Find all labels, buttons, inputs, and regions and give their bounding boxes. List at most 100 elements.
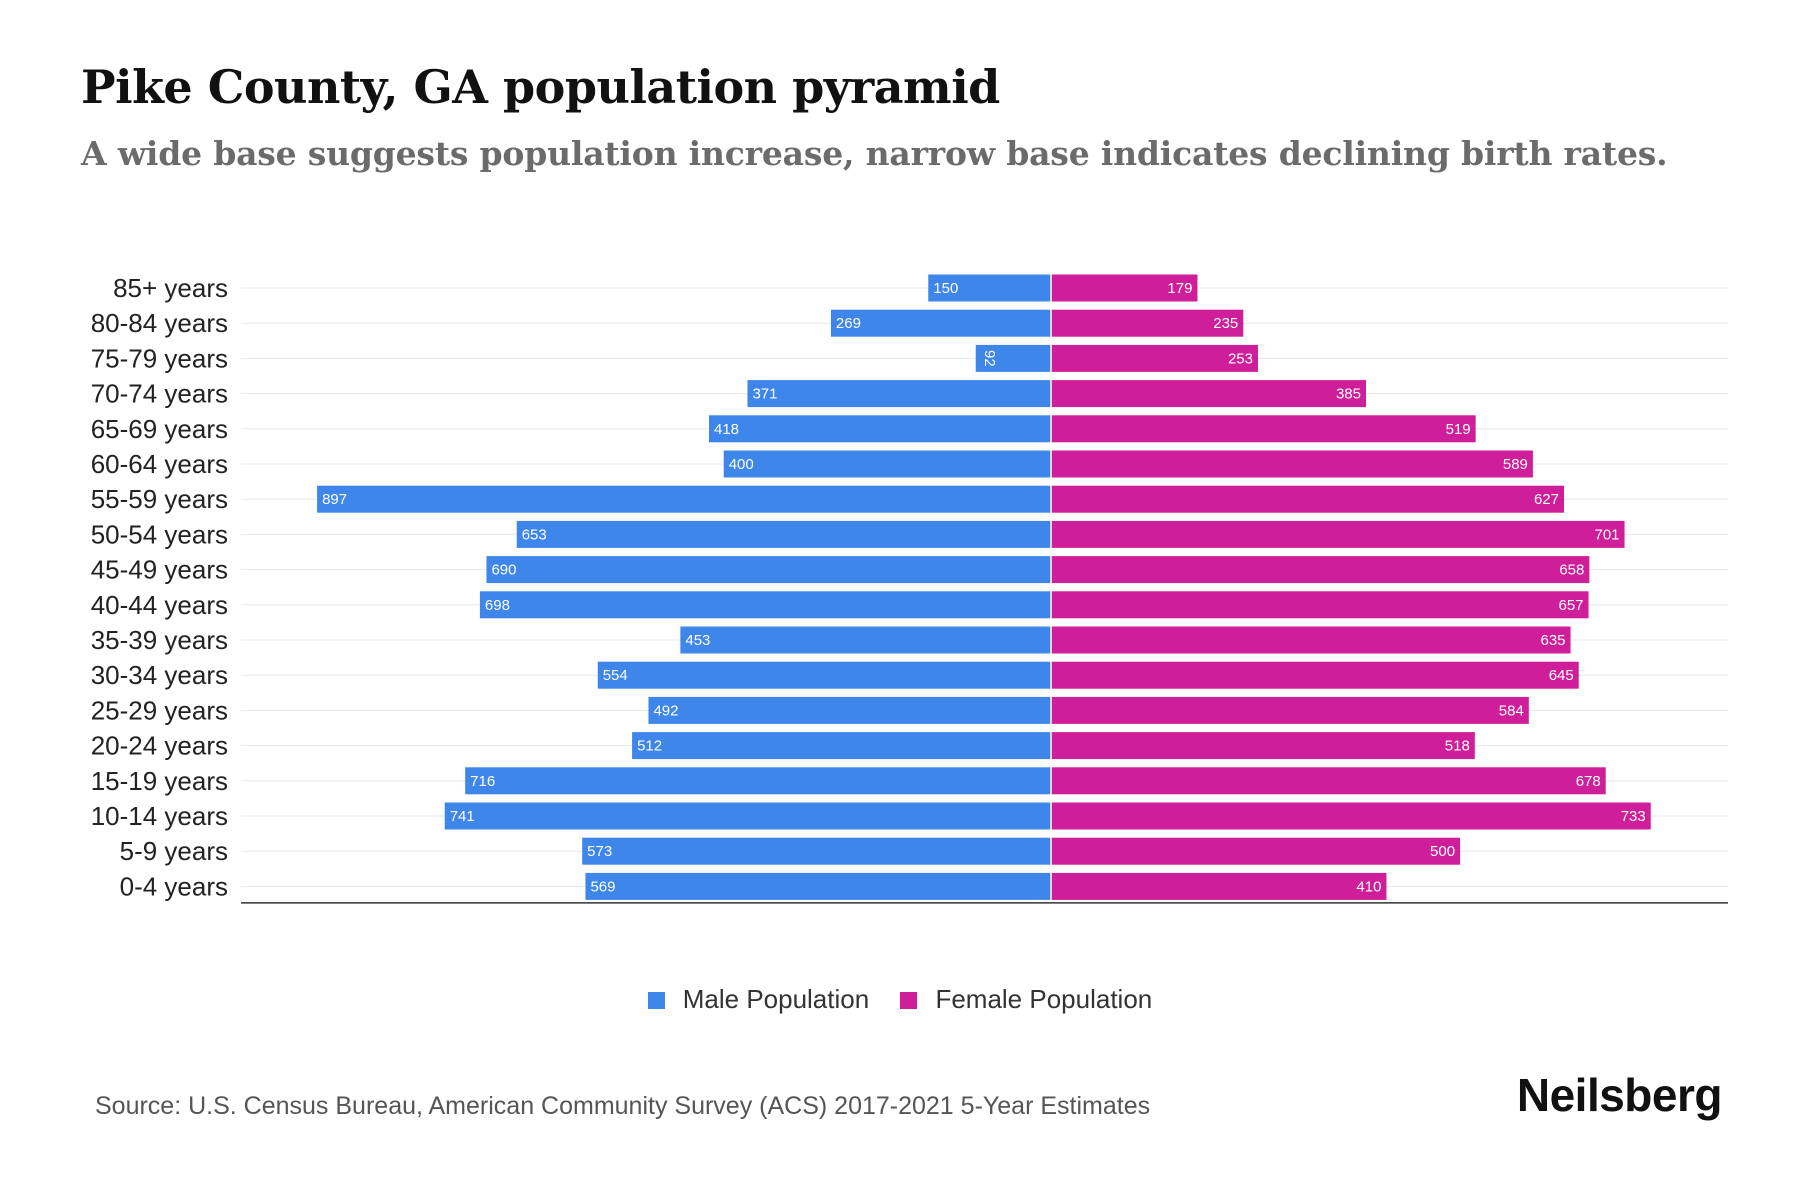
male-value-label: 269 xyxy=(836,315,861,332)
female-value-label: 179 xyxy=(1167,280,1192,297)
category-label: 0-4 years xyxy=(120,871,228,901)
category-label: 35-39 years xyxy=(91,625,228,655)
male-bar xyxy=(747,380,1051,408)
category-label: 25-29 years xyxy=(91,695,228,725)
female-bar xyxy=(1051,732,1475,760)
male-bar xyxy=(928,274,1051,302)
category-label: 30-34 years xyxy=(91,660,228,690)
male-value-label: 554 xyxy=(603,667,628,684)
category-label: 40-44 years xyxy=(91,590,228,620)
female-bar xyxy=(1051,520,1625,548)
male-value-label: 690 xyxy=(491,562,516,579)
female-bar xyxy=(1051,380,1366,408)
female-value-label: 657 xyxy=(1559,597,1584,614)
category-label: 75-79 years xyxy=(91,343,228,373)
male-value-label: 418 xyxy=(714,421,739,438)
male-bar xyxy=(486,556,1051,584)
male-value-label: 371 xyxy=(752,386,777,403)
male-bar xyxy=(680,626,1051,654)
legend-swatch-female xyxy=(900,992,918,1009)
female-bar xyxy=(1051,450,1533,478)
female-value-label: 410 xyxy=(1356,878,1381,895)
female-value-label: 519 xyxy=(1446,421,1471,438)
male-bar xyxy=(632,732,1051,760)
male-value-label: 92 xyxy=(981,350,998,367)
male-value-label: 653 xyxy=(522,526,547,543)
female-bar xyxy=(1051,696,1529,724)
male-value-label: 698 xyxy=(485,597,510,614)
female-value-label: 701 xyxy=(1595,526,1620,543)
female-value-label: 385 xyxy=(1336,386,1361,403)
female-value-label: 627 xyxy=(1534,491,1559,508)
male-bar xyxy=(465,767,1051,795)
male-value-label: 512 xyxy=(637,738,662,755)
female-value-label: 584 xyxy=(1499,702,1524,719)
female-bar xyxy=(1051,591,1589,619)
category-label: 70-74 years xyxy=(91,379,228,409)
female-bar xyxy=(1051,344,1258,372)
female-value-label: 733 xyxy=(1621,808,1646,825)
legend-item-female: Female Population xyxy=(900,984,1152,1015)
female-value-label: 645 xyxy=(1549,667,1574,684)
female-bar xyxy=(1051,837,1461,865)
male-bar xyxy=(516,520,1051,548)
female-value-label: 500 xyxy=(1430,843,1455,860)
female-bar xyxy=(1051,872,1387,900)
chart-subtitle: A wide base suggests population increase… xyxy=(81,134,1668,173)
male-bar xyxy=(975,344,1051,372)
male-value-label: 492 xyxy=(653,702,678,719)
male-bar xyxy=(582,837,1051,865)
category-label: 20-24 years xyxy=(91,731,228,761)
category-label: 55-59 years xyxy=(91,484,228,514)
category-label: 5-9 years xyxy=(120,836,228,866)
male-value-label: 400 xyxy=(729,456,754,473)
male-value-label: 897 xyxy=(322,491,347,508)
legend-label-male: Male Population xyxy=(682,984,870,1014)
category-label: 80-84 years xyxy=(91,308,228,338)
male-bar xyxy=(444,802,1051,830)
category-label: 50-54 years xyxy=(91,519,228,549)
female-value-label: 678 xyxy=(1576,773,1601,790)
female-bar xyxy=(1051,626,1571,654)
female-value-label: 253 xyxy=(1228,350,1253,367)
population-pyramid-chart: 85+ years 150 179 80-84 years 269 235 75-79 ye… xyxy=(91,272,1728,904)
category-label: 15-19 years xyxy=(91,766,228,796)
female-bar xyxy=(1051,415,1476,443)
male-bar xyxy=(317,485,1051,513)
female-value-label: 589 xyxy=(1503,456,1528,473)
female-value-label: 658 xyxy=(1559,562,1584,579)
category-label: 10-14 years xyxy=(91,801,228,831)
category-label: 45-49 years xyxy=(91,555,228,585)
source-note: Source: U.S. Census Bureau, American Com… xyxy=(95,1092,1151,1120)
brand-logo: Neilsberg xyxy=(1516,1069,1723,1121)
female-value-label: 635 xyxy=(1541,632,1566,649)
male-bar xyxy=(830,309,1051,337)
legend: Male Population Female Population xyxy=(0,984,1800,1015)
female-bar xyxy=(1051,485,1564,513)
female-bar xyxy=(1051,767,1606,795)
male-value-label: 716 xyxy=(470,773,495,790)
male-bar xyxy=(648,696,1051,724)
legend-label-female: Female Population xyxy=(935,984,1153,1014)
male-value-label: 150 xyxy=(933,280,958,297)
female-bar xyxy=(1051,556,1590,584)
female-value-label: 518 xyxy=(1445,738,1470,755)
female-bar xyxy=(1051,802,1651,830)
male-bar xyxy=(597,661,1051,689)
legend-swatch-male xyxy=(647,992,665,1009)
female-bar xyxy=(1051,309,1244,337)
chart-title: Pike County, GA population pyramid xyxy=(81,60,1000,114)
male-value-label: 741 xyxy=(450,808,475,825)
category-label: 85+ years xyxy=(113,273,228,303)
male-value-label: 569 xyxy=(590,878,615,895)
female-bar xyxy=(1051,274,1198,302)
male-value-label: 573 xyxy=(587,843,612,860)
female-bar xyxy=(1051,661,1579,689)
male-bar xyxy=(709,415,1051,443)
category-label: 65-69 years xyxy=(91,414,228,444)
category-label: 60-64 years xyxy=(91,449,228,479)
male-value-label: 453 xyxy=(685,632,710,649)
legend-item-male: Male Population xyxy=(647,984,870,1015)
male-bar xyxy=(723,450,1051,478)
male-bar xyxy=(479,591,1052,619)
